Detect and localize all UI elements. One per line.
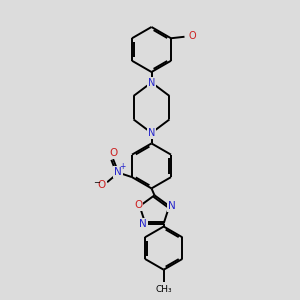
Text: N: N — [139, 219, 147, 229]
Text: N: N — [168, 201, 176, 211]
Text: CH₃: CH₃ — [155, 285, 172, 294]
Text: O: O — [98, 180, 106, 190]
Text: N: N — [148, 77, 155, 88]
Text: O: O — [109, 148, 117, 158]
Text: O: O — [188, 31, 196, 41]
Text: N: N — [148, 128, 155, 138]
Text: −: − — [93, 178, 100, 187]
Text: +: + — [119, 162, 125, 171]
Text: O: O — [134, 200, 142, 211]
Text: N: N — [114, 167, 122, 177]
